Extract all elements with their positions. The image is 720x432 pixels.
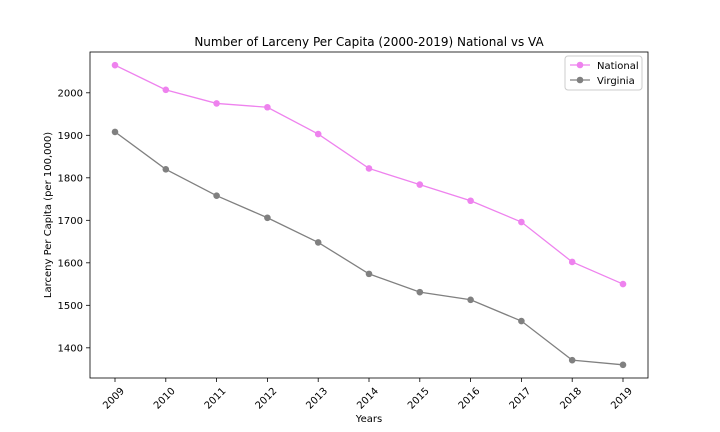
data-point-virginia bbox=[467, 296, 474, 304]
legend-label-national: National bbox=[597, 61, 639, 72]
legend-label-virginia: Virginia bbox=[597, 76, 635, 87]
data-point-national bbox=[111, 61, 119, 69]
data-point-virginia bbox=[518, 317, 525, 325]
data-point-national bbox=[518, 218, 525, 226]
data-point-virginia bbox=[264, 214, 271, 222]
y-tick-label: 1400 bbox=[58, 343, 83, 354]
data-point-virginia bbox=[162, 166, 170, 173]
data-point-virginia bbox=[111, 128, 119, 136]
data-point-virginia bbox=[619, 361, 627, 369]
data-point-national bbox=[314, 130, 322, 138]
legend-marker-virginia bbox=[576, 76, 584, 84]
y-tick-label: 1600 bbox=[58, 258, 83, 269]
data-point-national bbox=[467, 197, 474, 205]
data-point-national bbox=[213, 100, 220, 107]
series-group bbox=[111, 61, 627, 369]
data-point-national bbox=[264, 103, 271, 111]
y-tick-label: 2000 bbox=[58, 88, 83, 99]
data-point-virginia bbox=[213, 192, 220, 199]
legend-marker-national bbox=[576, 61, 584, 69]
data-point-virginia bbox=[314, 239, 322, 246]
y-tick-label: 1900 bbox=[58, 131, 83, 142]
data-point-national bbox=[162, 86, 170, 94]
y-axis-label: Larceny Per Capita (per 100,000) bbox=[43, 132, 54, 298]
data-point-national bbox=[365, 165, 373, 172]
legend: National Virginia bbox=[564, 55, 643, 91]
data-point-national bbox=[416, 181, 424, 188]
data-point-virginia bbox=[365, 270, 373, 278]
chart-title: Number of Larceny Per Capita (2000-2019)… bbox=[194, 35, 544, 49]
y-tick-label: 1500 bbox=[58, 301, 83, 312]
data-point-virginia bbox=[416, 288, 424, 296]
data-point-national bbox=[568, 258, 576, 266]
y-tick-label: 1700 bbox=[58, 216, 83, 227]
x-axis-label: Years bbox=[355, 414, 382, 425]
data-point-virginia bbox=[568, 356, 576, 364]
y-tick-label: 1800 bbox=[58, 173, 83, 184]
data-point-national bbox=[619, 280, 627, 288]
y-axis: 1400 1500 1600 1700 1800 1900 2000 bbox=[58, 88, 90, 354]
